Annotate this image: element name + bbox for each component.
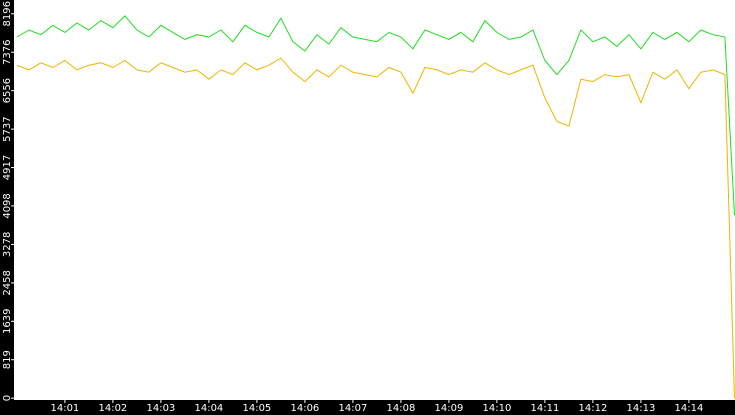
y-tick-label: 1639 — [2, 309, 13, 334]
x-tick-label: 14:02 — [98, 403, 127, 414]
x-tick-label: 14:03 — [146, 403, 175, 414]
y-tick-label: 2458 — [2, 270, 13, 295]
x-tick-label: 14:08 — [386, 403, 415, 414]
x-tick-label: 14:05 — [242, 403, 271, 414]
x-tick-label: 14:13 — [627, 403, 656, 414]
y-tick-label: 7376 — [2, 40, 13, 65]
x-tick-label: 14:12 — [578, 403, 607, 414]
line-series — [16, 15, 735, 216]
y-tick-label: 4917 — [2, 155, 13, 180]
x-tick-label: 14:14 — [675, 403, 704, 414]
y-tick-label: 5737 — [2, 116, 13, 141]
x-tick-label: 14:09 — [434, 403, 463, 414]
x-tick-label: 14:11 — [530, 403, 559, 414]
x-tick-label: 14:04 — [194, 403, 223, 414]
line-series — [16, 57, 735, 399]
y-tick-label: 8196 — [2, 1, 13, 26]
y-tick-label: 0 — [2, 395, 13, 401]
x-tick-label: 14:06 — [290, 403, 319, 414]
x-tick-label: 14:01 — [50, 403, 79, 414]
y-tick-label: 3278 — [2, 232, 13, 257]
plot-area — [14, 0, 735, 400]
x-tick-label: 14:07 — [338, 403, 367, 414]
x-tick-label: 14:10 — [482, 403, 511, 414]
y-tick-label: 819 — [2, 350, 13, 369]
y-tick-label: 6556 — [2, 78, 13, 103]
y-tick-label: 4098 — [2, 193, 13, 218]
